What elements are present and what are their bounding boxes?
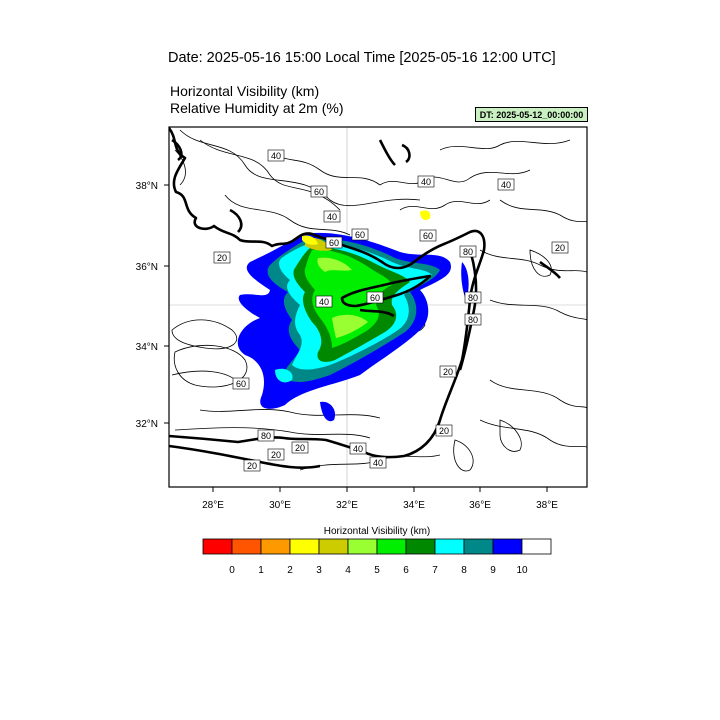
colorbar-label: 3 bbox=[316, 565, 322, 576]
colorbar-label: 9 bbox=[490, 565, 496, 576]
lat-labels: 38°N 36°N 34°N 32°N bbox=[136, 181, 158, 430]
svg-text:20: 20 bbox=[295, 443, 305, 453]
svg-text:20: 20 bbox=[247, 461, 257, 471]
contour-label: 40 bbox=[315, 295, 333, 308]
legend-title: Horizontal Visibility (km) bbox=[324, 526, 431, 537]
colorbar-swatch bbox=[492, 538, 523, 555]
colorbar-legend: Horizontal Visibility (km) 0 1 2 3 4 5 6 7 8 9 10 bbox=[202, 526, 552, 576]
lon-labels: 28°E 30°E 32°E 34°E 36°E 38°E bbox=[202, 500, 558, 511]
colorbar-swatch bbox=[289, 538, 320, 555]
colorbar-swatches bbox=[202, 538, 552, 555]
map-area: 40 40 40 60 40 60 20 60 20 80 60 60 40 8… bbox=[169, 127, 587, 487]
svg-text:80: 80 bbox=[468, 293, 478, 303]
contour-label: 80 bbox=[464, 291, 482, 304]
contour-label: 40 bbox=[349, 442, 367, 455]
contour-label: 40 bbox=[267, 149, 285, 162]
colorbar-swatch bbox=[434, 538, 465, 555]
svg-text:40: 40 bbox=[353, 444, 363, 454]
svg-text:60: 60 bbox=[370, 293, 380, 303]
colorbar-label: 10 bbox=[516, 565, 528, 576]
colorbar-swatch bbox=[521, 538, 552, 555]
colorbar-label: 2 bbox=[287, 565, 293, 576]
humidity-contours bbox=[171, 129, 587, 472]
contour-label: 60 bbox=[351, 228, 369, 241]
variable-title-humidity: Relative Humidity at 2m (%) bbox=[170, 100, 344, 116]
dt-badge: DT: 2025-05-12_00:00:00 bbox=[475, 107, 588, 122]
lon-label: 28°E bbox=[202, 500, 224, 511]
contour-label: 20 bbox=[267, 448, 285, 461]
svg-text:80: 80 bbox=[261, 431, 271, 441]
lon-label: 38°E bbox=[536, 500, 558, 511]
svg-text:40: 40 bbox=[271, 151, 281, 161]
date-title: Date: 2025-05-16 15:00 Local Time [2025-… bbox=[168, 50, 556, 66]
lat-label: 32°N bbox=[136, 419, 158, 430]
contour-label: 60 bbox=[232, 377, 250, 390]
svg-text:80: 80 bbox=[468, 315, 478, 325]
lon-label: 34°E bbox=[403, 500, 425, 511]
svg-text:20: 20 bbox=[271, 450, 281, 460]
svg-text:40: 40 bbox=[421, 177, 431, 187]
contour-label: 40 bbox=[417, 175, 435, 188]
colorbar-swatch bbox=[231, 538, 262, 555]
lon-label: 32°E bbox=[336, 500, 358, 511]
contour-label: 20 bbox=[213, 251, 231, 264]
svg-text:80: 80 bbox=[463, 247, 473, 257]
contour-label: 40 bbox=[369, 456, 387, 469]
contour-label: 80 bbox=[464, 313, 482, 326]
svg-text:60: 60 bbox=[314, 187, 324, 197]
colorbar-label: 6 bbox=[403, 565, 409, 576]
contour-label: 20 bbox=[291, 441, 309, 454]
colorbar-label: 7 bbox=[432, 565, 438, 576]
contour-label: 40 bbox=[497, 178, 515, 191]
contour-label: 60 bbox=[419, 229, 437, 242]
colorbar-label: 1 bbox=[258, 565, 264, 576]
contour-label: 20 bbox=[439, 365, 457, 378]
colorbar-swatch bbox=[347, 538, 378, 555]
svg-text:60: 60 bbox=[236, 379, 246, 389]
svg-text:40: 40 bbox=[501, 180, 511, 190]
svg-text:20: 20 bbox=[555, 243, 565, 253]
svg-text:20: 20 bbox=[439, 426, 449, 436]
contour-label: 80 bbox=[459, 245, 477, 258]
colorbar-label: 8 bbox=[461, 565, 467, 576]
colorbar-swatch bbox=[260, 538, 291, 555]
contour-label: 40 bbox=[323, 210, 341, 223]
contour-label: 60 bbox=[366, 291, 384, 304]
contour-labels: 40 40 40 60 40 60 20 60 20 80 60 60 40 8… bbox=[213, 149, 569, 472]
lat-label: 34°N bbox=[136, 342, 158, 353]
svg-text:60: 60 bbox=[423, 231, 433, 241]
contour-label: 60 bbox=[325, 236, 343, 249]
contour-label: 20 bbox=[435, 424, 453, 437]
colorbar-label: 4 bbox=[345, 565, 351, 576]
svg-text:20: 20 bbox=[443, 367, 453, 377]
svg-text:60: 60 bbox=[355, 230, 365, 240]
svg-text:20: 20 bbox=[217, 253, 227, 263]
colorbar-label: 5 bbox=[374, 565, 380, 576]
lon-label: 30°E bbox=[269, 500, 291, 511]
colorbar-swatch bbox=[376, 538, 407, 555]
svg-text:40: 40 bbox=[327, 212, 337, 222]
svg-text:60: 60 bbox=[329, 238, 339, 248]
lon-label: 36°E bbox=[469, 500, 491, 511]
colorbar-label: 0 bbox=[229, 565, 235, 576]
contour-label: 60 bbox=[310, 185, 328, 198]
contour-label: 80 bbox=[257, 429, 275, 442]
contour-label: 20 bbox=[551, 241, 569, 254]
colorbar-labels: 0 1 2 3 4 5 6 7 8 9 10 bbox=[229, 565, 528, 576]
lat-label: 38°N bbox=[136, 181, 158, 192]
variable-title-visibility: Horizontal Visibility (km) bbox=[170, 83, 320, 99]
axis-ticks bbox=[164, 184, 548, 492]
svg-text:40: 40 bbox=[319, 297, 329, 307]
colorbar-swatch bbox=[405, 538, 436, 555]
visibility-fill bbox=[237, 210, 469, 422]
lat-label: 36°N bbox=[136, 262, 158, 273]
colorbar-swatch bbox=[463, 538, 494, 555]
svg-text:40: 40 bbox=[373, 458, 383, 468]
map-frame bbox=[168, 126, 588, 488]
colorbar-swatch bbox=[202, 538, 233, 555]
colorbar-swatch bbox=[318, 538, 349, 555]
contour-label: 20 bbox=[243, 459, 261, 472]
